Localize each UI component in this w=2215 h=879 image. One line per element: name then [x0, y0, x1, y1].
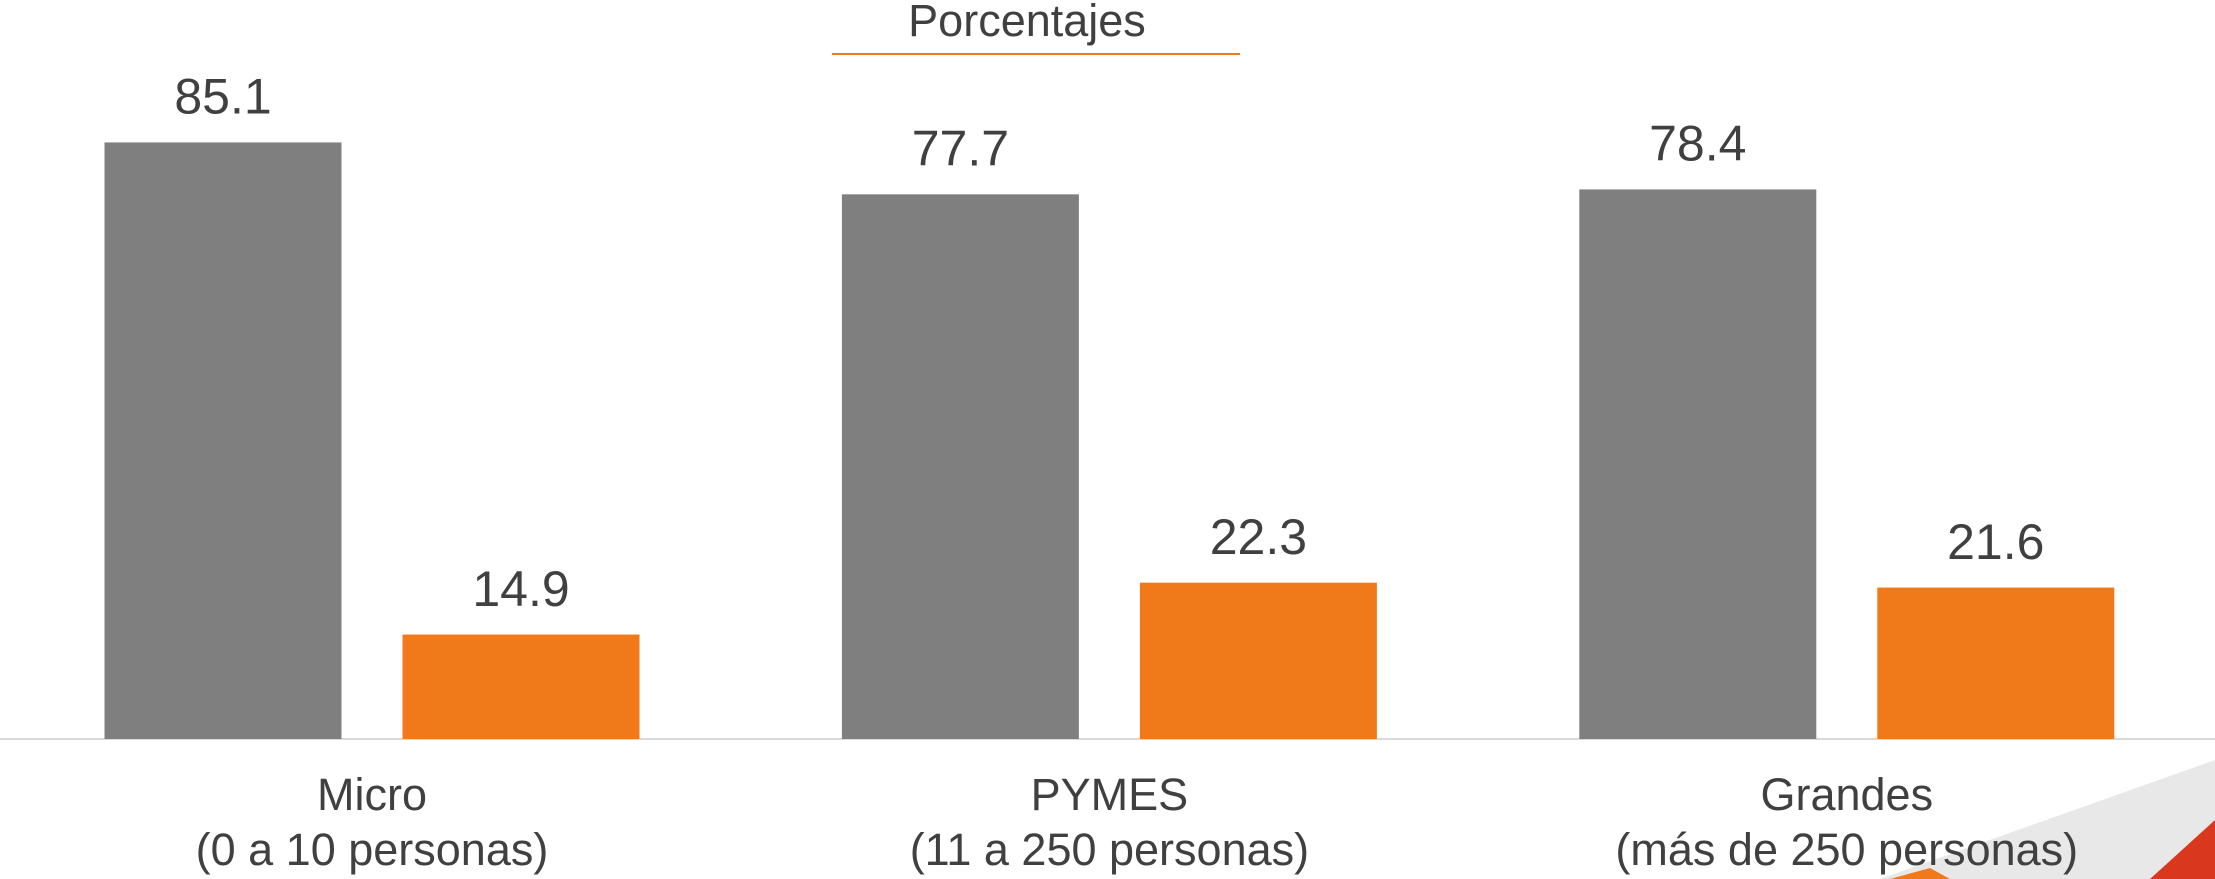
- bar: [402, 634, 640, 739]
- value-label: 14.9: [472, 561, 569, 617]
- bar: [1579, 189, 1817, 739]
- value-label: 77.7: [912, 121, 1009, 177]
- value-label: 78.4: [1649, 116, 1746, 172]
- chart-title: Porcentajes: [908, 0, 1146, 46]
- corner-decoration: [1890, 868, 1950, 879]
- x-tick-label: (11 a 250 personas): [910, 824, 1309, 875]
- x-tick-label: (0 a 10 personas): [196, 824, 549, 875]
- value-label: 85.1: [174, 69, 271, 125]
- value-label: 22.3: [1210, 509, 1307, 565]
- x-tick-label: Micro: [317, 769, 427, 820]
- x-tick-label: Grandes: [1760, 769, 1933, 820]
- bar: [1139, 582, 1377, 739]
- value-label: 21.6: [1947, 514, 2044, 570]
- x-tick-label: PYMES: [1031, 769, 1189, 820]
- bar: [1877, 587, 2115, 739]
- corner-decoration: [1880, 760, 2215, 879]
- bar: [104, 142, 342, 740]
- x-tick-label: (más de 250 personas): [1615, 824, 2078, 875]
- corner-decoration: [2150, 820, 2215, 879]
- bar: [841, 194, 1079, 739]
